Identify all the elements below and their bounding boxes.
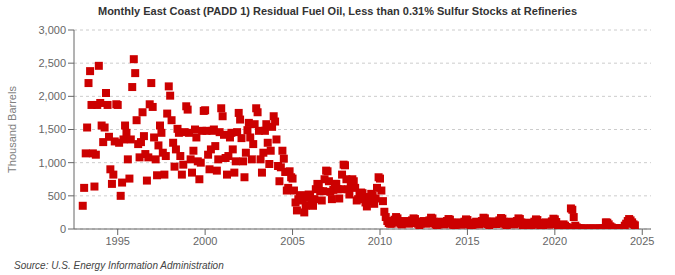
svg-text:500: 500 [48, 190, 66, 202]
svg-text:2020: 2020 [543, 235, 567, 247]
svg-text:2,000: 2,000 [38, 90, 66, 102]
html-text:Monthly East Coast (PADD 1) Re: Monthly East Coast (PADD 1) Residual Fue… [98, 5, 577, 17]
svg-text:1995: 1995 [105, 235, 129, 247]
svg-text:3,000: 3,000 [38, 24, 66, 36]
svg-text:1,000: 1,000 [38, 157, 66, 169]
svg-text:2025: 2025 [630, 235, 654, 247]
svg-text:Thousand Barrels: Thousand Barrels [6, 86, 18, 173]
svg-text:2000: 2000 [193, 235, 217, 247]
svg-text:1,500: 1,500 [38, 123, 66, 135]
svg-text:2015: 2015 [455, 235, 479, 247]
svg-text:2005: 2005 [280, 235, 304, 247]
svg-text:2,500: 2,500 [38, 57, 66, 69]
svg-text:0: 0 [60, 223, 66, 235]
html-text:Source: U.S. Energy Informatio: Source: U.S. Energy Information Administ… [14, 260, 224, 271]
svg-text:2010: 2010 [368, 235, 392, 247]
